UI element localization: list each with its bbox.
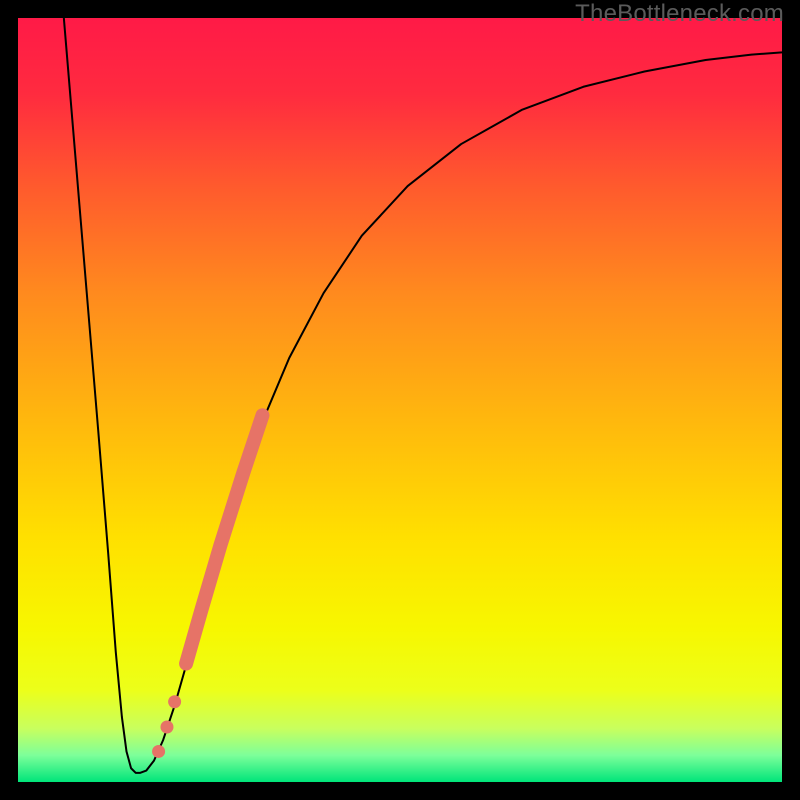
chart-frame: TheBottleneck.com: [0, 0, 800, 800]
plot-area: [18, 18, 782, 782]
highlight-dot: [152, 745, 165, 758]
watermark-label: TheBottleneck.com: [575, 0, 784, 28]
chart-svg: [18, 18, 782, 782]
highlight-dot: [160, 720, 173, 733]
highlight-dot: [168, 695, 181, 708]
chart-background: [18, 18, 782, 782]
